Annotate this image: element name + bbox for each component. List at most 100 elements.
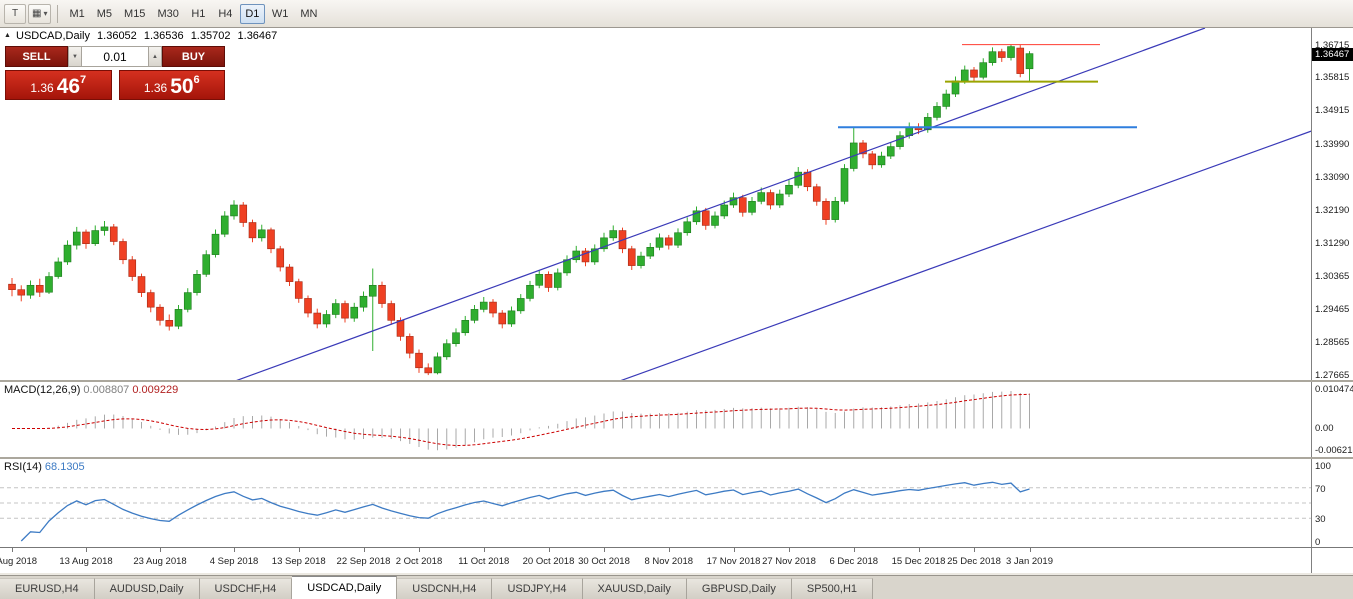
time-axis[interactable]: 1 Aug 2018 13 Aug 2018 23 Aug 2018 4 Sep 20… <box>0 547 1311 573</box>
time-axis-label: 13 Aug 2018 <box>59 556 113 567</box>
macd-label: MACD(12,26,9) 0.008807 0.009229 <box>4 384 178 396</box>
timeframe-button-D1[interactable]: D1 <box>239 3 265 24</box>
macd-axis-label: 0.010474 <box>1315 384 1353 395</box>
ask-point: 6 <box>193 74 200 86</box>
timeframe-button-MN[interactable]: MN <box>300 7 318 20</box>
timeframe-button-W1[interactable]: W1 <box>271 7 289 20</box>
chart-tab-EURUSD-H4[interactable]: EURUSD,H4 <box>0 578 95 599</box>
dropdown-caret-icon: ▾ <box>43 9 48 18</box>
rsi-label: RSI(14) 68.1305 <box>4 461 85 473</box>
bid-price-display[interactable]: 1.36 46 7 <box>5 70 112 100</box>
timeframe-button-M5[interactable]: M5 <box>96 7 113 20</box>
time-axis-tick <box>789 548 790 552</box>
chart-type-dropdown[interactable]: ▦ ▾ <box>28 3 52 24</box>
price-axis-label: 1.30365 <box>1315 271 1350 283</box>
macd-axis[interactable]: 0.010474 0.00 -0.006218 <box>1311 382 1353 457</box>
time-axis-tick <box>918 548 920 552</box>
ohlc-high: 1.36536 <box>143 30 184 42</box>
time-axis-label: 8 Nov 2018 <box>644 556 694 567</box>
timeframe-button-H4[interactable]: H4 <box>218 7 233 20</box>
volume-decrease-button[interactable]: ▼ <box>68 46 82 67</box>
time-axis-tick <box>234 548 235 552</box>
chart-tab-USDJPY-H4[interactable]: USDJPY,H4 <box>492 578 583 599</box>
time-axis-label: 6 Dec 2018 <box>829 556 879 567</box>
price-axis-label: 1.28565 <box>1315 337 1350 349</box>
time-axis-tick <box>548 548 550 552</box>
chart-tabs-bar: EURUSD,H4 AUDUSD,Daily USDCHF,H4 USDCAD,Dai… <box>0 575 1353 599</box>
timeframe-button-M30[interactable]: M30 <box>157 7 179 20</box>
templates-icon[interactable]: T <box>4 3 26 24</box>
timeframe-button-M1[interactable]: M1 <box>69 7 85 20</box>
chart-tab-SP500-H1[interactable]: SP500,H1 <box>791 578 874 599</box>
chart-tab-USDCAD-Daily[interactable]: USDCAD,Daily <box>292 576 398 599</box>
time-axis-label: 11 Oct 2018 <box>458 556 510 567</box>
rsi-axis[interactable]: 100 70 30 0 <box>1311 459 1353 547</box>
macd-title: MACD(12,26,9) <box>4 384 81 396</box>
chart-tab-USDCHF-H4[interactable]: USDCHF,H4 <box>199 578 293 599</box>
time-axis-tick <box>363 548 365 552</box>
time-axis-label: 22 Sep 2018 <box>336 556 391 567</box>
price-axis-label: 1.31290 <box>1315 237 1350 249</box>
price-axis[interactable]: 1.36715 1.35815 1.34915 1.33990 1.33090 1.321… <box>1311 28 1353 380</box>
macd-panel[interactable]: MACD(12,26,9) 0.008807 0.009229 <box>0 382 1311 457</box>
ask-price-display[interactable]: 1.36 50 6 <box>118 70 225 100</box>
price-axis-label: 1.34915 <box>1315 105 1350 117</box>
ask-prefix: 1.36 <box>143 81 168 95</box>
time-axis-label: 15 Dec 2018 <box>891 556 946 567</box>
rsi-axis-label: 100 <box>1315 461 1331 472</box>
time-axis-label: 4 Sep 2018 <box>209 556 259 567</box>
time-axis-tick <box>160 548 161 552</box>
ohlc-close: 1.36467 <box>237 30 278 42</box>
time-axis-label: 20 Oct 2018 <box>522 556 575 567</box>
time-axis-label: 23 Aug 2018 <box>133 556 187 567</box>
chart-tab-GBPUSD-Daily[interactable]: GBPUSD,Daily <box>686 578 792 599</box>
timeframe-buttons: M1 M5 M15 M30 H1 H4 D1 W1 MN <box>63 3 323 24</box>
timeframe-toolbar: T ▦ ▾ M1 M5 M15 M30 H1 H4 D1 W1 MN <box>0 0 1353 28</box>
time-axis-label: 17 Nov 2018 <box>706 556 761 567</box>
time-axis-tick <box>733 548 735 552</box>
time-axis-tick <box>419 548 420 552</box>
time-axis-tick <box>604 548 605 552</box>
buy-button[interactable]: BUY <box>162 46 225 67</box>
price-axis-label: 1.35815 <box>1315 72 1350 84</box>
rsi-axis-label: 30 <box>1315 514 1326 526</box>
time-axis-tick <box>853 548 855 552</box>
volume-input[interactable]: 0.01 <box>82 46 148 67</box>
time-axis-tick <box>298 548 300 552</box>
rsi-title: RSI(14) <box>4 461 42 473</box>
macd-axis-label: -0.006218 <box>1315 445 1353 456</box>
candlestick-chart-canvas[interactable] <box>0 28 1311 380</box>
bid-prefix: 1.36 <box>30 81 54 95</box>
time-axis-tick <box>86 548 87 552</box>
ask-pips: 50 <box>170 75 194 99</box>
timeframe-button-H1[interactable]: H1 <box>191 7 206 20</box>
time-axis-tick <box>1029 548 1031 552</box>
time-axis-tick <box>974 548 975 552</box>
panel-splitter[interactable] <box>0 380 1353 382</box>
time-axis-label: 30 Oct 2018 <box>578 556 630 567</box>
volume-increase-button[interactable]: ▲ <box>148 46 162 67</box>
chart-tab-XAUUSD-Daily[interactable]: XAUUSD,Daily <box>582 578 687 599</box>
time-axis-tick <box>12 548 13 552</box>
rsi-axis-label: 70 <box>1315 483 1326 495</box>
sell-button[interactable]: SELL <box>5 46 68 67</box>
rsi-panel[interactable]: RSI(14) 68.1305 <box>0 459 1311 547</box>
macd-signal-value: 0.009229 <box>132 384 179 396</box>
panel-splitter[interactable] <box>0 457 1353 459</box>
price-axis-label: 1.33090 <box>1315 171 1350 183</box>
rsi-value: 68.1305 <box>44 461 85 473</box>
chart-tab-USDCNH-H4[interactable]: USDCNH,H4 <box>397 578 493 599</box>
main-chart-panel[interactable]: ▲ USDCAD,Daily 1.36052 1.36536 1.35702 1… <box>0 28 1311 380</box>
chart-tab-AUDUSD-Daily[interactable]: AUDUSD,Daily <box>94 578 200 599</box>
timeframe-button-M15[interactable]: M15 <box>124 7 146 20</box>
price-axis-label: 1.32190 <box>1315 204 1350 216</box>
macd-canvas[interactable] <box>0 382 1311 457</box>
bid-point: 7 <box>80 74 87 86</box>
window-gap <box>0 573 1353 575</box>
rsi-canvas[interactable] <box>0 459 1311 547</box>
price-axis-label: 1.29465 <box>1315 304 1350 316</box>
chart-marker-icon: ▲ <box>4 32 11 39</box>
toolbar-separator <box>57 4 59 23</box>
bid-pips: 46 <box>56 75 81 99</box>
